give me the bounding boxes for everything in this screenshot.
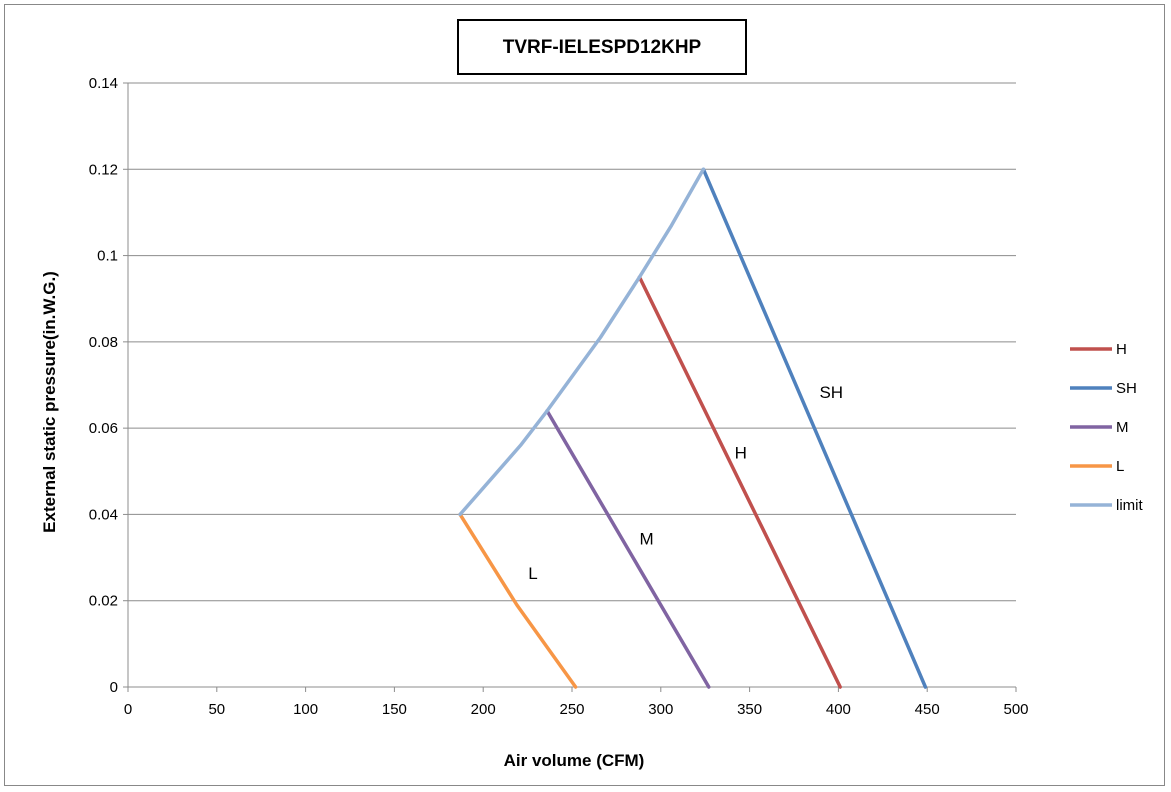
chart-frame	[4, 4, 1165, 786]
x-tick-label: 200	[471, 701, 496, 718]
x-tick-label: 500	[1003, 701, 1028, 718]
title-border	[457, 19, 747, 75]
y-tick-labels: 0 0.02 0.04 0.06 0.08 0.1 0.12 0.14	[89, 75, 118, 696]
x-tick-label: 250	[559, 701, 584, 718]
legend-label: M	[1116, 419, 1129, 436]
annotation-label: SH	[819, 383, 843, 402]
x-tick-label: 400	[826, 701, 851, 718]
chart-title: TVRF-IELESPD12KHP	[503, 37, 702, 58]
series-line-limit	[458, 167, 706, 517]
annotation-label: M	[640, 530, 654, 549]
legend-label: SH	[1116, 380, 1137, 397]
annotation-label: H	[735, 443, 747, 462]
title-box: TVRF-IELESPD12KHP	[457, 19, 747, 75]
y-tick-label: 0.12	[89, 161, 118, 178]
series-line-sh	[701, 167, 928, 689]
legend-label: L	[1116, 458, 1124, 475]
axes	[123, 82, 1017, 692]
series-annotations: SH H M L	[528, 383, 843, 583]
y-tick-label: 0.04	[89, 506, 118, 523]
legend-label: limit	[1116, 497, 1143, 514]
annotation-label: L	[528, 564, 537, 583]
series-line-h	[637, 275, 842, 689]
x-tick-labels: 0 50 100 150 200 250 300 350 400 450 500	[124, 701, 1029, 718]
x-tick-label: 350	[737, 701, 762, 718]
x-tick-label: 450	[915, 701, 940, 718]
x-tick-label: 0	[124, 701, 132, 718]
x-tick-label: 150	[382, 701, 407, 718]
x-tick-label: 100	[293, 701, 318, 718]
y-tick-label: 0.08	[89, 334, 118, 351]
series-line-m	[545, 409, 711, 689]
x-tick-label: 300	[648, 701, 673, 718]
y-tick-label: 0.1	[97, 248, 118, 265]
y-tick-label: 0.06	[89, 420, 118, 437]
series-line-l	[458, 512, 578, 689]
y-tick-label: 0.14	[89, 75, 118, 92]
y-axis-title: External static pressure(in.W.G.)	[40, 271, 59, 533]
series-lines	[458, 167, 928, 689]
y-tick-label: 0.02	[89, 593, 118, 610]
x-tick-label: 50	[208, 701, 225, 718]
x-axis-title: Air volume (CFM)	[504, 751, 645, 770]
y-tick-label: 0	[110, 679, 118, 696]
gridlines	[128, 82, 1016, 602]
legend-label: H	[1116, 341, 1127, 358]
